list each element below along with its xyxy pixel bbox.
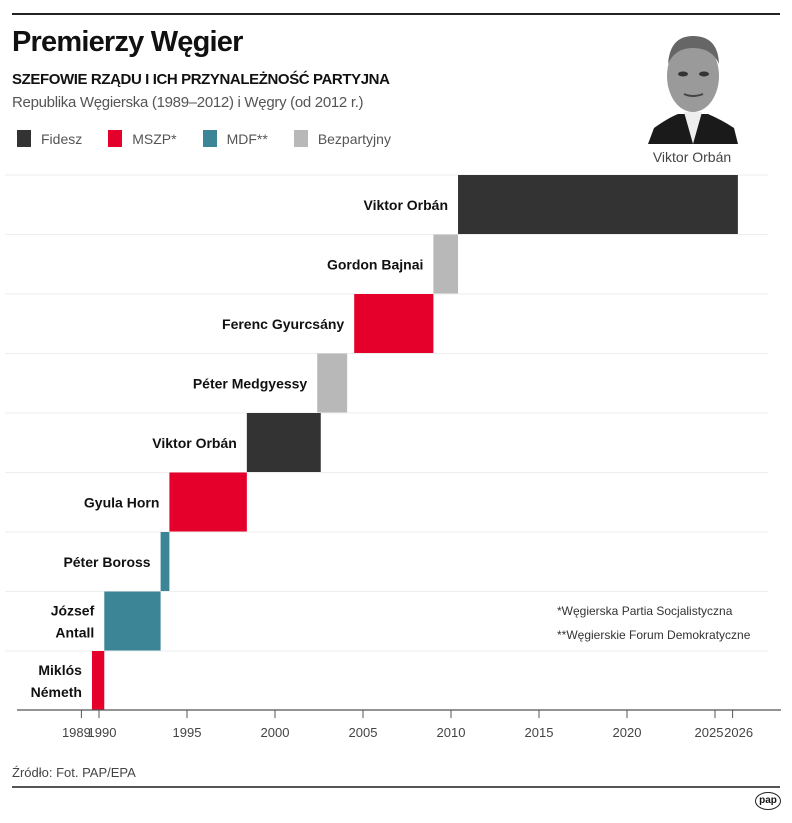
legend-label: Fidesz	[41, 130, 83, 147]
x-tick-label: 1995	[173, 725, 202, 740]
legend-item-fidesz: Fidesz	[17, 130, 82, 147]
x-tick-label: 2005	[349, 725, 378, 740]
bar-term	[246, 413, 321, 473]
legend-swatch	[17, 130, 31, 147]
legend-item-bezpartyjny: Bezpartyjny	[293, 130, 391, 147]
footnote-mdf: **Węgierskie Forum Demokratyczne	[557, 628, 751, 642]
subtitle-secondary: Republika Węgierska (1989–2012) i Węgry …	[12, 94, 364, 111]
bar-term	[104, 591, 161, 651]
legend-swatch	[108, 130, 123, 147]
bar-term	[317, 353, 348, 413]
legend-item-mszp: MSZP*	[108, 130, 177, 147]
x-tick-label: 2020	[613, 725, 642, 740]
bar-label-name: Németh	[31, 684, 82, 700]
bar-term	[354, 294, 434, 354]
subtitle: SZEFOWIE RZĄDU I ICH PRZYNALEŻNOŚĆ PARTY…	[12, 71, 390, 88]
x-tick-label: 2000	[261, 725, 290, 740]
x-tick-label: 2015	[525, 725, 554, 740]
bar-label-name: Antall	[55, 624, 94, 640]
legend-swatch	[293, 130, 308, 147]
legend-item-mdf: MDF**	[202, 130, 268, 147]
legend-label: MSZP*	[132, 130, 177, 147]
bar-label-name: József	[51, 602, 95, 618]
bar-term	[160, 532, 170, 592]
bar-label-name: Ferenc Gyurcsány	[222, 316, 344, 332]
legend-label: Bezpartyjny	[317, 130, 391, 147]
page-title: Premierzy Węgier	[12, 26, 243, 58]
legend-swatch	[202, 130, 217, 147]
top-rule	[12, 13, 780, 15]
photo-caption: Viktor Orbán	[652, 149, 732, 165]
bar-term	[169, 472, 247, 532]
bar-term	[433, 234, 459, 294]
legend: Fidesz MSZP* MDF** Bezpartyjny	[17, 130, 391, 147]
bar-label-name: Gordon Bajnai	[327, 256, 423, 272]
source-note: Źródło: Fot. PAP/EPA	[12, 765, 136, 780]
bottom-rule	[12, 786, 780, 788]
x-tick-label: 2026	[724, 725, 753, 740]
portrait-photo-icon	[648, 36, 738, 144]
x-tick-label: 2010	[437, 725, 466, 740]
x-tick-label: 1990	[88, 725, 117, 740]
x-tick-label: 2025	[695, 725, 724, 740]
bar-term	[91, 651, 105, 711]
x-tick-label: 1989	[62, 725, 91, 740]
bar-label-name: Gyula Horn	[84, 494, 159, 510]
bar-label-name: Viktor Orbán	[152, 435, 237, 451]
bar-term	[458, 175, 738, 235]
footnote-mszp: *Węgierska Partia Socjalistyczna	[557, 604, 733, 618]
pap-logo: pap	[755, 792, 781, 810]
bar-label-name: Miklós	[38, 662, 82, 678]
bar-label-name: Viktor Orbán	[363, 197, 448, 213]
bar-label-name: Péter Boross	[63, 554, 150, 570]
bar-label-name: Péter Medgyessy	[193, 375, 308, 391]
legend-label: MDF**	[226, 130, 268, 147]
